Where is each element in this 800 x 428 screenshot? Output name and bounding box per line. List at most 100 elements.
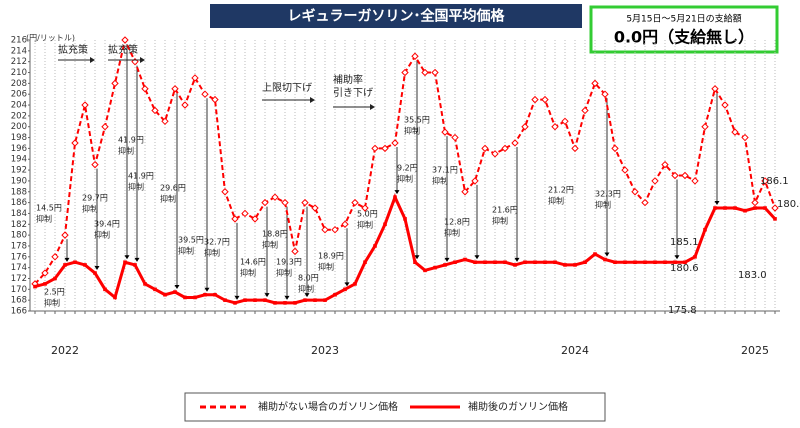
reduction-label: 抑制 bbox=[548, 196, 564, 206]
point-marker bbox=[683, 260, 687, 265]
point-marker bbox=[123, 260, 127, 265]
point-marker bbox=[593, 252, 597, 256]
arrow-head bbox=[444, 257, 450, 262]
point-marker bbox=[103, 287, 107, 292]
point-marker bbox=[261, 198, 269, 207]
point-marker bbox=[81, 101, 89, 109]
point-marker bbox=[233, 301, 237, 305]
point-marker bbox=[653, 260, 657, 265]
point-marker bbox=[271, 193, 279, 201]
x-year-label: 2024 bbox=[561, 344, 589, 357]
phase-arrow-head bbox=[140, 57, 145, 63]
point-marker bbox=[681, 171, 689, 180]
arrow-head bbox=[604, 252, 610, 257]
point-marker bbox=[481, 144, 489, 153]
point-marker bbox=[611, 144, 619, 153]
reduction-label: 抑制 bbox=[595, 200, 611, 210]
point-marker bbox=[421, 68, 429, 77]
point-marker bbox=[673, 260, 677, 265]
arrow-head bbox=[264, 293, 270, 298]
point-marker bbox=[561, 117, 569, 126]
reduction-label: 抑制 bbox=[160, 194, 176, 204]
point-marker bbox=[371, 144, 379, 153]
point-marker bbox=[471, 177, 479, 185]
point-marker bbox=[401, 68, 409, 77]
reduction-label: 抑制 bbox=[397, 174, 413, 184]
point-marker bbox=[91, 160, 99, 169]
point-marker bbox=[583, 260, 587, 265]
point-marker bbox=[503, 260, 507, 265]
arrow-head bbox=[714, 201, 720, 206]
reduction-label: 抑制 bbox=[128, 182, 144, 192]
y-tick-label: 166 bbox=[11, 307, 27, 317]
point-marker bbox=[181, 101, 189, 109]
point-marker bbox=[341, 220, 349, 228]
point-marker bbox=[423, 268, 427, 273]
point-marker bbox=[443, 263, 447, 267]
point-marker bbox=[753, 206, 757, 210]
point-marker bbox=[601, 90, 609, 98]
point-marker bbox=[313, 298, 317, 302]
point-marker bbox=[651, 177, 659, 185]
y-tick-label: 210 bbox=[11, 68, 27, 78]
point-marker bbox=[113, 295, 117, 300]
arrow-head bbox=[124, 255, 130, 260]
y-tick-label: 182 bbox=[11, 220, 27, 230]
point-marker bbox=[141, 85, 149, 93]
point-marker bbox=[153, 287, 157, 292]
reduction-label: 41.9円 bbox=[118, 136, 144, 145]
point-marker bbox=[703, 227, 707, 232]
reduction-label: 抑制 bbox=[276, 268, 292, 278]
point-marker bbox=[671, 171, 679, 180]
point-marker bbox=[451, 133, 459, 142]
point-marker bbox=[511, 139, 519, 147]
y-tick-label: 202 bbox=[11, 111, 27, 121]
point-marker bbox=[623, 260, 627, 265]
point-marker bbox=[633, 260, 637, 265]
point-marker bbox=[433, 265, 437, 270]
point-marker bbox=[191, 74, 199, 82]
reduction-label: 14.6円 bbox=[240, 258, 266, 267]
reduction-label: 抑制 bbox=[262, 240, 278, 250]
y-tick-label: 204 bbox=[11, 101, 27, 111]
point-marker bbox=[133, 263, 137, 267]
x-year-label: 2025 bbox=[741, 344, 769, 357]
arrow-head bbox=[304, 293, 310, 298]
point-marker bbox=[641, 198, 649, 207]
reduction-label: 抑制 bbox=[178, 246, 194, 256]
phase-arrow-head bbox=[310, 97, 315, 103]
point-marker bbox=[171, 85, 179, 93]
reduction-label: 抑制 bbox=[94, 230, 110, 240]
price-label: 186.1 bbox=[760, 176, 789, 187]
point-marker bbox=[713, 206, 717, 210]
arrow-head bbox=[344, 282, 350, 287]
point-marker bbox=[491, 150, 499, 158]
reduction-label: 12.8円 bbox=[444, 218, 470, 227]
arrow-head bbox=[474, 255, 480, 260]
reduction-label: 35.5円 bbox=[404, 116, 430, 125]
point-marker bbox=[693, 255, 697, 259]
chart-title: レギュラーガソリン･全国平均価格 bbox=[288, 8, 506, 25]
notice-box bbox=[589, 5, 779, 54]
arrow-head bbox=[94, 266, 100, 271]
point-marker bbox=[531, 95, 539, 104]
point-marker bbox=[731, 128, 739, 136]
reduction-label: 抑制 bbox=[118, 146, 134, 156]
point-marker bbox=[761, 177, 769, 185]
point-marker bbox=[273, 301, 277, 305]
y-tick-label: 190 bbox=[11, 176, 27, 186]
y-tick-label: 212 bbox=[11, 57, 27, 67]
reduction-label: 抑制 bbox=[444, 228, 460, 238]
arrow-head bbox=[204, 287, 210, 292]
reduction-label: 抑制 bbox=[357, 220, 373, 230]
y-tick-label: 196 bbox=[11, 144, 27, 154]
point-marker bbox=[733, 206, 737, 210]
y-tick-label: 184 bbox=[11, 209, 27, 219]
y-tick-label: 200 bbox=[11, 122, 27, 132]
point-marker bbox=[553, 260, 557, 265]
y-tick-label: 208 bbox=[11, 79, 27, 89]
y-tick-label: 170 bbox=[11, 285, 27, 295]
point-marker bbox=[581, 106, 589, 115]
arrow-head bbox=[284, 295, 290, 300]
